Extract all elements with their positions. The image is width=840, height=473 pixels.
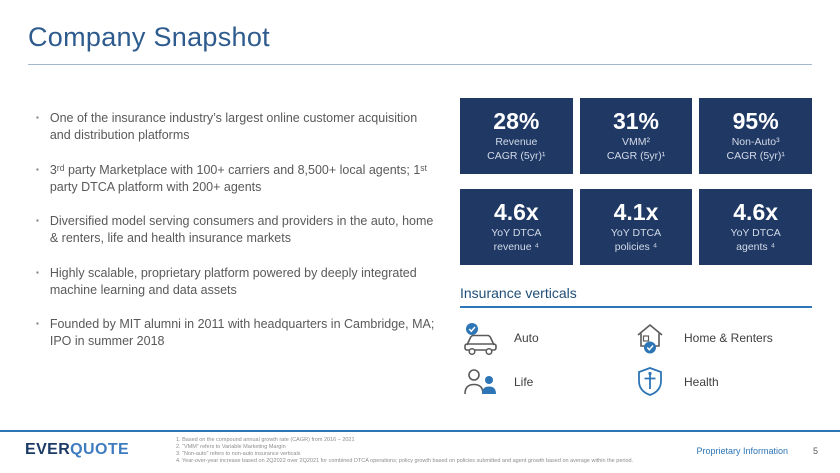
bullet-icon bbox=[36, 316, 39, 351]
stat-card-revenue-cagr: 28% Revenue CAGR (5yr)¹ bbox=[460, 98, 573, 174]
page-number: 5 bbox=[812, 446, 818, 456]
stat-grid: 28% Revenue CAGR (5yr)¹ 31% VMM² CAGR (5… bbox=[460, 98, 812, 265]
page-title: Company Snapshot bbox=[28, 22, 270, 52]
section-divider bbox=[460, 306, 812, 308]
vertical-label: Auto bbox=[514, 331, 539, 345]
list-item: Diversified model serving consumers and … bbox=[36, 213, 438, 248]
list-item: One of the insurance industry’s largest … bbox=[36, 110, 438, 145]
footer-divider bbox=[0, 430, 840, 432]
stat-value: 4.1x bbox=[613, 198, 659, 225]
stat-label: YoY DTCA agents ⁴ bbox=[730, 226, 781, 253]
list-item: 3ʳᵈ party Marketplace with 100+ carriers… bbox=[36, 162, 438, 197]
stat-label: Revenue CAGR (5yr)¹ bbox=[487, 135, 546, 162]
stat-card-yoy-revenue: 4.6x YoY DTCA revenue ⁴ bbox=[460, 189, 573, 265]
list-item: Highly scalable, proprietary platform po… bbox=[36, 265, 438, 300]
stat-value: 4.6x bbox=[733, 198, 779, 225]
bullet-text: Founded by MIT alumni in 2011 with headq… bbox=[49, 317, 435, 349]
section-heading: Insurance verticals bbox=[460, 285, 577, 301]
vertical-item-auto: Auto bbox=[460, 320, 610, 356]
title-divider bbox=[28, 64, 812, 65]
vertical-item-life: Life bbox=[460, 364, 610, 400]
everquote-logo: EVERQUOTE bbox=[25, 441, 129, 459]
bullet-icon bbox=[36, 162, 39, 197]
stat-value: 28% bbox=[493, 107, 540, 134]
bullet-text: One of the insurance industry’s largest … bbox=[49, 111, 418, 143]
stat-card-nonauto-cagr: 95% Non-Auto³ CAGR (5yr)¹ bbox=[699, 98, 812, 174]
footnote: 2. “VMM” refers to Variable Marketing Ma… bbox=[176, 444, 286, 451]
vertical-item-health: Health bbox=[630, 364, 812, 400]
home-icon bbox=[630, 320, 670, 356]
stat-card-yoy-agents: 4.6x YoY DTCA agents ⁴ bbox=[699, 189, 812, 265]
footnote: 3. “Non-auto” refers to non-auto insuran… bbox=[176, 451, 301, 458]
bullet-text: Highly scalable, proprietary platform po… bbox=[49, 265, 417, 297]
car-icon bbox=[460, 320, 500, 356]
health-shield-icon bbox=[630, 364, 670, 400]
logo-text-ever: EVER bbox=[25, 441, 71, 458]
footnotes: 1. Based on the compound annual growth r… bbox=[176, 437, 696, 465]
verticals-grid: Auto Home & Renters bbox=[460, 320, 812, 400]
bullet-text: Diversified model serving consumers and … bbox=[49, 214, 434, 246]
stat-value: 95% bbox=[732, 107, 779, 134]
stat-value: 4.6x bbox=[493, 198, 539, 225]
proprietary-information-label: Proprietary Information bbox=[696, 446, 788, 456]
vertical-label: Health bbox=[684, 375, 719, 389]
bullet-list: One of the insurance industry’s largest … bbox=[36, 110, 438, 368]
insurance-verticals-section: Insurance verticals Auto bbox=[460, 285, 812, 400]
stat-label: YoY DTCA policies ⁴ bbox=[610, 226, 662, 253]
footnote: 4. Year-over-year increase based on 2Q20… bbox=[176, 458, 634, 465]
bullet-text: 3ʳᵈ party Marketplace with 100+ carriers… bbox=[49, 162, 428, 194]
life-people-icon bbox=[460, 364, 500, 400]
footnote: 1. Based on the compound annual growth r… bbox=[176, 437, 355, 443]
list-item: Founded by MIT alumni in 2011 with headq… bbox=[36, 316, 438, 351]
stat-label: Non-Auto³ CAGR (5yr)¹ bbox=[726, 135, 785, 162]
stat-value: 31% bbox=[612, 107, 660, 134]
stat-label: VMM² CAGR (5yr)¹ bbox=[606, 135, 666, 162]
bullet-icon bbox=[36, 213, 39, 248]
stat-label: YoY DTCA revenue ⁴ bbox=[491, 226, 542, 253]
logo-text-quote: QUOTE bbox=[70, 441, 130, 458]
stat-card-vmm-cagr: 31% VMM² CAGR (5yr)¹ bbox=[579, 98, 693, 174]
stat-card-yoy-policies: 4.1x YoY DTCA policies ⁴ bbox=[579, 189, 693, 265]
vertical-item-home-renters: Home & Renters bbox=[630, 320, 812, 356]
bullet-icon bbox=[36, 110, 39, 145]
vertical-label: Life bbox=[514, 375, 534, 389]
bullet-icon bbox=[36, 265, 39, 300]
vertical-label: Home & Renters bbox=[684, 331, 773, 345]
